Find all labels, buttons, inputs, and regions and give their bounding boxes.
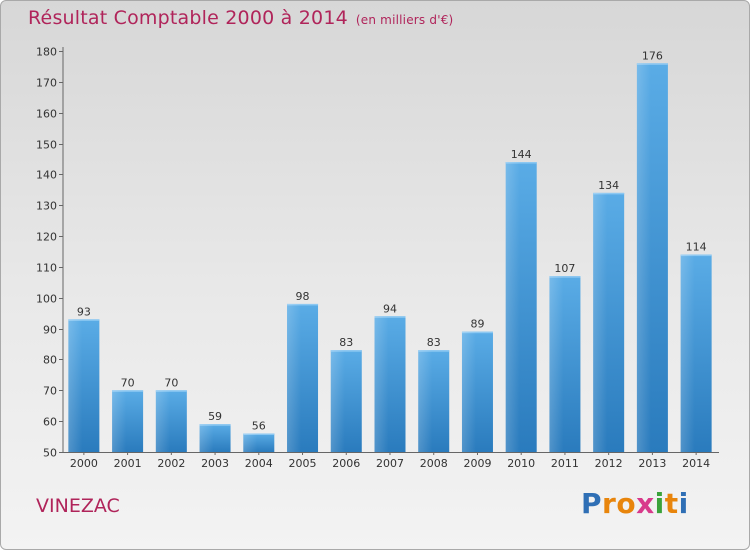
x-tick-label: 2001 bbox=[114, 457, 142, 470]
bar-shine bbox=[636, 63, 651, 452]
bar-value-label: 114 bbox=[686, 241, 707, 254]
x-tick-label: 2004 bbox=[245, 457, 273, 470]
x-tick-label: 2006 bbox=[332, 457, 360, 470]
x-tick-label: 2010 bbox=[507, 457, 535, 470]
y-tick-label: 60 bbox=[43, 416, 57, 429]
x-tick-label: 2014 bbox=[682, 457, 710, 470]
bar-value-label: 144 bbox=[511, 148, 532, 161]
logo-letter: x bbox=[636, 487, 655, 520]
logo-letter: o bbox=[616, 487, 637, 520]
logo-letter: i bbox=[678, 487, 689, 520]
commune-name: VINEZAC bbox=[36, 495, 120, 517]
x-tick-label: 2008 bbox=[420, 457, 448, 470]
bar-top-edge bbox=[461, 331, 493, 334]
bar-top-edge bbox=[593, 192, 625, 195]
y-tick-label: 120 bbox=[36, 231, 57, 244]
bar-shine bbox=[155, 390, 170, 452]
bar-top-edge bbox=[155, 390, 187, 392]
bar-top-edge bbox=[549, 276, 581, 278]
y-tick-label: 80 bbox=[43, 354, 57, 367]
bar-value-label: 70 bbox=[121, 376, 135, 389]
x-tick-label: 2007 bbox=[376, 457, 404, 470]
y-tick-label: 90 bbox=[43, 324, 57, 337]
y-tick-label: 70 bbox=[43, 385, 57, 398]
bar-value-label: 94 bbox=[383, 302, 397, 315]
bar-value-label: 59 bbox=[208, 410, 222, 423]
x-tick-label: 2013 bbox=[638, 457, 666, 470]
y-tick-label: 100 bbox=[36, 293, 57, 306]
bar-value-label: 83 bbox=[339, 336, 353, 349]
bar-value-label: 83 bbox=[427, 336, 441, 349]
bar-top-edge bbox=[287, 303, 319, 306]
bar-value-label: 176 bbox=[642, 49, 663, 62]
y-tick-label: 150 bbox=[36, 139, 57, 152]
bar-value-label: 89 bbox=[470, 318, 484, 331]
bar-shine bbox=[330, 350, 345, 452]
chart-title-text: Résultat Comptable 2000 à 2014 bbox=[28, 7, 348, 29]
bar-value-label: 70 bbox=[164, 376, 178, 389]
bar-shine bbox=[199, 424, 214, 452]
logo-letter: t bbox=[664, 487, 679, 520]
bar-top-edge bbox=[199, 424, 231, 426]
x-tick-label: 2009 bbox=[463, 457, 491, 470]
bar-top-edge bbox=[112, 390, 144, 392]
bar-top-edge bbox=[636, 63, 668, 65]
y-tick-label: 130 bbox=[36, 200, 57, 213]
chart-title: Résultat Comptable 2000 à 2014 (en millie… bbox=[28, 7, 453, 29]
bar-value-label: 56 bbox=[252, 419, 266, 432]
bar-top-edge bbox=[374, 316, 406, 318]
axis-layer: 50 60 70 80 90 100 110 120 130 140 150 160 170 180 bbox=[36, 46, 719, 460]
bar-value-label: 98 bbox=[296, 290, 310, 303]
logo-letter: P bbox=[581, 487, 603, 520]
bar-shine bbox=[374, 316, 389, 452]
x-tick-label: 2000 bbox=[70, 457, 98, 470]
x-tick-label: 2003 bbox=[201, 457, 229, 470]
y-tick-label: 140 bbox=[36, 169, 57, 182]
bar-shine bbox=[593, 192, 608, 452]
proxiti-logo: Proxiti bbox=[581, 487, 689, 520]
chart-unit-text: (en milliers d'€) bbox=[355, 13, 454, 27]
bar-shine bbox=[680, 254, 695, 452]
bar-shine bbox=[418, 350, 433, 452]
logo-letter: r bbox=[602, 487, 617, 520]
bar-shine bbox=[68, 319, 83, 452]
x-tick-label: 2002 bbox=[157, 457, 185, 470]
bar-top-edge bbox=[68, 319, 100, 321]
bar-shine bbox=[243, 433, 258, 452]
bar-top-edge bbox=[418, 350, 450, 352]
logo-letter: i bbox=[654, 487, 665, 520]
bar-shine bbox=[505, 162, 520, 453]
bar-shine bbox=[287, 303, 301, 452]
y-tick-label: 170 bbox=[36, 77, 57, 90]
bar-layer bbox=[68, 63, 712, 453]
x-tick-label: 2012 bbox=[595, 457, 623, 470]
bar-shine bbox=[112, 390, 127, 452]
bar-shine bbox=[461, 331, 476, 452]
bar-value-label: 93 bbox=[77, 305, 91, 318]
bar-top-edge bbox=[243, 433, 275, 435]
bar-value-label: 134 bbox=[598, 179, 619, 192]
label-layer: 93 2000 70 2001 70 2002 59 2003 56 2004 98 2005 83 20… bbox=[70, 49, 710, 470]
y-tick-label: 50 bbox=[43, 447, 57, 460]
y-tick-label: 110 bbox=[36, 262, 57, 275]
bar-top-edge bbox=[330, 350, 362, 352]
bar-top-edge bbox=[505, 162, 537, 164]
x-tick-label: 2011 bbox=[551, 457, 579, 470]
x-tick-label: 2005 bbox=[289, 457, 317, 470]
bar-top-edge bbox=[680, 254, 712, 257]
y-tick-label: 160 bbox=[36, 108, 57, 121]
bar-value-label: 107 bbox=[554, 262, 575, 275]
y-tick-label: 180 bbox=[36, 46, 57, 59]
bar-shine bbox=[549, 276, 564, 452]
